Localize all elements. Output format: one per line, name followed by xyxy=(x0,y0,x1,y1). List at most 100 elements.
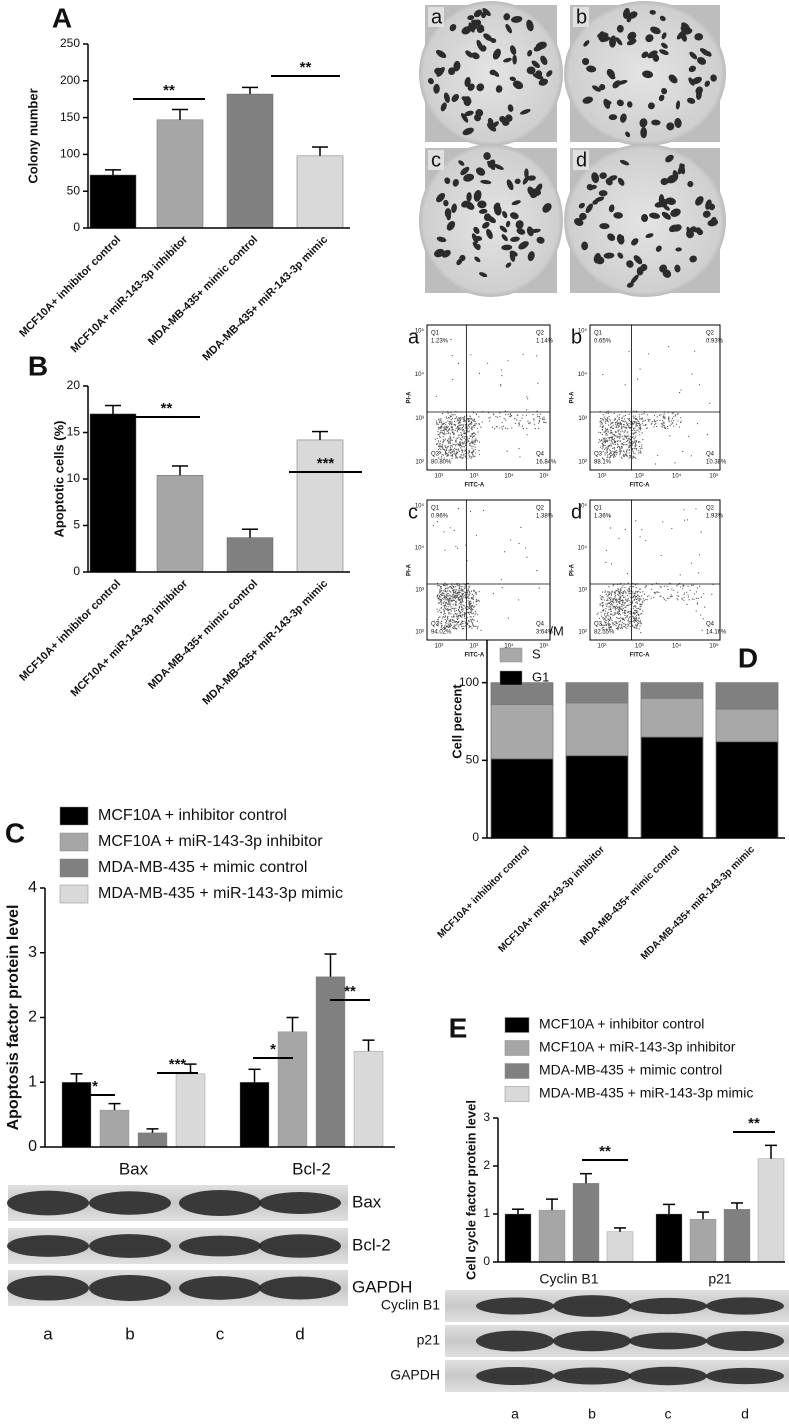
x-tick-label: 10⁵ xyxy=(539,473,549,480)
blot-band xyxy=(553,1367,631,1385)
event-dot xyxy=(655,422,657,424)
event-dot xyxy=(461,614,464,616)
event-dot xyxy=(453,614,455,616)
blot-band xyxy=(476,1366,554,1386)
event-dot xyxy=(690,562,692,564)
event-dot xyxy=(609,527,612,529)
event-dot xyxy=(455,607,457,609)
event-dot xyxy=(463,417,465,419)
event-dot xyxy=(660,554,662,557)
event-dot xyxy=(632,456,634,458)
event-dot xyxy=(612,622,614,624)
event-dot xyxy=(613,602,615,604)
event-dot xyxy=(635,593,637,595)
event-dot xyxy=(609,604,611,606)
blot-band xyxy=(89,1234,171,1258)
colony xyxy=(579,212,587,220)
colony xyxy=(449,24,457,32)
event-dot xyxy=(454,604,456,606)
colony xyxy=(433,83,440,94)
event-dot xyxy=(636,625,638,627)
event-dot xyxy=(605,628,607,630)
panel-letter: B xyxy=(28,350,48,381)
event-dot xyxy=(612,427,614,430)
event-dot xyxy=(651,584,653,586)
event-dot xyxy=(454,445,457,447)
event-dot xyxy=(630,445,632,447)
event-dot xyxy=(632,596,634,598)
event-dot xyxy=(639,600,641,602)
event-dot xyxy=(538,422,540,424)
event-dot xyxy=(462,589,464,592)
event-dot xyxy=(499,415,501,418)
event-dot xyxy=(458,594,460,596)
event-dot xyxy=(605,412,607,414)
event-dot xyxy=(711,593,713,595)
quadrant-value: 10.38% xyxy=(706,460,727,466)
event-dot xyxy=(653,414,656,417)
event-dot xyxy=(638,422,641,424)
event-dot xyxy=(700,531,702,533)
event-dot xyxy=(613,433,615,436)
event-dot xyxy=(614,609,617,611)
event-dot xyxy=(448,613,450,615)
event-dot xyxy=(457,448,460,450)
event-dot xyxy=(641,446,643,448)
blot-band xyxy=(553,1330,631,1352)
event-dot xyxy=(674,414,677,416)
event-dot xyxy=(676,585,678,587)
bar xyxy=(572,1183,600,1263)
event-dot xyxy=(670,594,672,596)
event-dot xyxy=(536,410,538,412)
event-dot xyxy=(656,425,658,428)
event-dot xyxy=(473,595,475,597)
event-dot xyxy=(442,590,445,592)
event-dot xyxy=(607,410,609,412)
event-dot xyxy=(449,597,451,599)
event-dot xyxy=(501,421,503,424)
event-dot xyxy=(504,410,506,412)
event-dot xyxy=(634,447,636,449)
event-dot xyxy=(455,417,457,420)
event-dot xyxy=(451,446,453,448)
event-dot xyxy=(598,441,600,444)
event-dot xyxy=(438,585,440,587)
event-dot xyxy=(635,418,637,421)
event-dot xyxy=(601,604,603,607)
colony xyxy=(702,210,711,218)
colony xyxy=(489,69,497,76)
event-dot xyxy=(462,428,464,431)
event-dot xyxy=(628,445,630,447)
event-dot xyxy=(634,453,636,455)
event-dot xyxy=(619,423,621,426)
event-dot xyxy=(471,441,473,443)
event-dot xyxy=(616,451,618,454)
event-dot xyxy=(518,447,520,450)
event-dot xyxy=(450,585,452,587)
event-dot xyxy=(454,414,456,416)
colony xyxy=(470,19,481,25)
event-dot xyxy=(619,422,622,424)
event-dot xyxy=(443,609,445,612)
lane-label: b xyxy=(588,1406,596,1422)
event-dot xyxy=(507,617,509,619)
event-dot xyxy=(692,584,694,586)
event-dot xyxy=(639,597,641,599)
event-dot xyxy=(635,520,637,522)
event-dot xyxy=(460,447,462,449)
x-tick-label: 10³ xyxy=(470,474,479,480)
lane-label: c xyxy=(665,1406,672,1422)
event-dot xyxy=(626,435,628,438)
event-dot xyxy=(470,457,472,460)
event-dot xyxy=(442,454,444,456)
x-tick-label: 10⁵ xyxy=(709,473,719,480)
event-dot xyxy=(461,585,463,588)
x-tick-label: 10⁵ xyxy=(539,643,549,650)
event-dot xyxy=(472,596,474,598)
event-dot xyxy=(492,426,494,428)
event-dot xyxy=(613,443,615,445)
colony xyxy=(660,42,668,49)
event-dot xyxy=(607,623,609,625)
event-dot xyxy=(637,422,639,425)
event-dot xyxy=(445,625,448,628)
